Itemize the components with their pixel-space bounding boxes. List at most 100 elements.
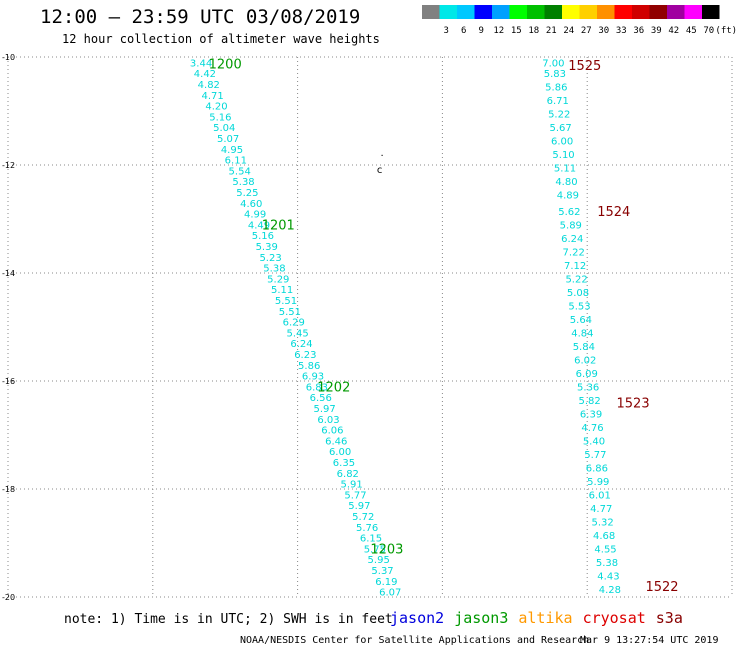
page-subtitle: 12 hour collection of altimeter wave hei… bbox=[62, 32, 380, 46]
scale-label: 27 bbox=[581, 26, 592, 36]
swh-value: 5.82 bbox=[578, 396, 600, 407]
swh-value: 4.80 bbox=[555, 177, 577, 188]
swh-value: 7.22 bbox=[563, 247, 585, 258]
swh-value: 6.86 bbox=[586, 463, 608, 474]
swh-value: 5.53 bbox=[568, 301, 590, 312]
swh-value: 5.38 bbox=[232, 177, 254, 188]
swh-value: 6.29 bbox=[283, 318, 305, 329]
swh-value: 6.09 bbox=[576, 369, 598, 380]
time-label: 1201 bbox=[262, 218, 295, 233]
scale-label: 42 bbox=[668, 26, 679, 36]
x-tick-label: 99 bbox=[437, 604, 447, 605]
swh-value: 5.97 bbox=[348, 501, 370, 512]
swh-value: 4.95 bbox=[221, 145, 243, 156]
swh-value: 5.08 bbox=[567, 288, 589, 299]
swh-value: 4.55 bbox=[594, 544, 616, 555]
scale-swatch bbox=[509, 5, 527, 19]
swh-value: 4.71 bbox=[202, 91, 224, 102]
swh-value: 5.84 bbox=[573, 342, 595, 353]
satellite-legend-item: jason3 bbox=[454, 609, 509, 627]
swh-value: 5.23 bbox=[259, 253, 281, 264]
scale-label: 18 bbox=[528, 26, 539, 36]
scale-swatch bbox=[579, 5, 597, 19]
swh-value: 6.00 bbox=[551, 137, 573, 148]
scale-swatch bbox=[597, 5, 615, 19]
scale-label: 36 bbox=[633, 26, 644, 36]
swh-value: 5.04 bbox=[213, 123, 235, 134]
swh-value: 6.56 bbox=[310, 393, 332, 404]
scale-label: 39 bbox=[651, 26, 662, 36]
swh-value: 4.77 bbox=[590, 504, 612, 515]
swh-value: 5.51 bbox=[275, 296, 297, 307]
scale-swatch bbox=[632, 5, 650, 19]
swh-value: 5.86 bbox=[545, 83, 567, 94]
color-scale-legend: 3 6 9 12 15 18 21 24 27 30 33 36 39 42 45 70 (ft) bbox=[422, 5, 737, 36]
swh-value: 5.91 bbox=[341, 480, 363, 491]
time-label: 1200 bbox=[209, 57, 242, 72]
scale-label: 45 bbox=[686, 26, 697, 36]
swh-value: 5.16 bbox=[252, 231, 274, 242]
footer-note: note: 1) Time is in UTC; 2) SWH is in fe… bbox=[64, 612, 393, 627]
swh-value: 7.12 bbox=[564, 261, 586, 272]
satellite-legend-item: s3a bbox=[655, 609, 683, 627]
swh-value: 5.37 bbox=[371, 566, 393, 577]
swh-value: 5.83 bbox=[544, 69, 566, 80]
scale-swatch bbox=[527, 5, 545, 19]
swh-value: 4.28 bbox=[599, 585, 621, 596]
scale-label: 21 bbox=[546, 26, 557, 36]
island-marker: . bbox=[380, 148, 383, 159]
swh-value: 5.36 bbox=[577, 382, 599, 393]
scale-swatch bbox=[457, 5, 475, 19]
swh-value: 5.32 bbox=[592, 517, 614, 528]
x-tick-label: 90 bbox=[3, 604, 13, 605]
swh-value: 6.00 bbox=[329, 447, 351, 458]
swh-value: 4.76 bbox=[581, 423, 603, 434]
swh-value: 5.72 bbox=[352, 512, 374, 523]
scale-swatch bbox=[544, 5, 562, 19]
satellite-legend-item: altika bbox=[518, 609, 573, 627]
swh-value: 4.43 bbox=[597, 571, 619, 582]
swh-value: 5.22 bbox=[565, 274, 587, 285]
page-title: 12:00 — 23:59 UTC 03/08/2019 bbox=[40, 6, 361, 28]
scale-label: 33 bbox=[616, 26, 627, 36]
scale-label: (ft) bbox=[715, 26, 737, 36]
swh-value: 4.89 bbox=[557, 191, 579, 202]
swh-value: 5.75 bbox=[364, 544, 386, 555]
scale-swatch bbox=[702, 5, 720, 19]
swh-value: 5.67 bbox=[550, 123, 572, 134]
scale-label: 12 bbox=[493, 26, 504, 36]
y-tick-label: -16 bbox=[2, 377, 15, 386]
time-label: 1203 bbox=[370, 542, 403, 557]
swh-value: 5.39 bbox=[256, 242, 278, 253]
x-tick-label: 96 bbox=[293, 604, 303, 605]
swh-value: 6.03 bbox=[317, 415, 339, 426]
swh-value: 6.06 bbox=[321, 426, 343, 437]
swh-value: 6.15 bbox=[360, 534, 382, 545]
swh-value: 7.00 bbox=[542, 58, 564, 69]
swh-value: 5.77 bbox=[344, 490, 366, 501]
x-tick-label: 105 bbox=[724, 604, 739, 605]
y-tick-label: -14 bbox=[2, 269, 15, 278]
swh-value: 5.77 bbox=[584, 450, 606, 461]
swh-value: 6.83 bbox=[306, 382, 328, 393]
swh-value: 5.29 bbox=[267, 274, 289, 285]
swh-value: 5.76 bbox=[356, 523, 378, 534]
scale-swatch bbox=[492, 5, 510, 19]
swh-value: 5.86 bbox=[298, 361, 320, 372]
y-tick-label: -18 bbox=[2, 485, 15, 494]
scale-label: 30 bbox=[598, 26, 609, 36]
y-tick-label: -12 bbox=[2, 161, 15, 170]
swh-value: 5.64 bbox=[570, 315, 592, 326]
swh-value: 6.07 bbox=[379, 588, 401, 599]
swh-value: 5.40 bbox=[583, 436, 605, 447]
swh-value: 5.62 bbox=[558, 207, 580, 218]
swh-value: 5.99 bbox=[587, 477, 609, 488]
satellite-legend-item: cryosat bbox=[582, 609, 646, 627]
swh-value: 6.24 bbox=[290, 339, 312, 350]
scale-swatch bbox=[684, 5, 702, 19]
swh-value: 6.35 bbox=[333, 458, 355, 469]
timestamp: Mar 9 13:27:54 UTC 2019 bbox=[580, 635, 719, 646]
swh-value: 6.82 bbox=[337, 469, 359, 480]
swh-value: 5.38 bbox=[263, 264, 285, 275]
swh-value: 5.97 bbox=[313, 404, 335, 415]
